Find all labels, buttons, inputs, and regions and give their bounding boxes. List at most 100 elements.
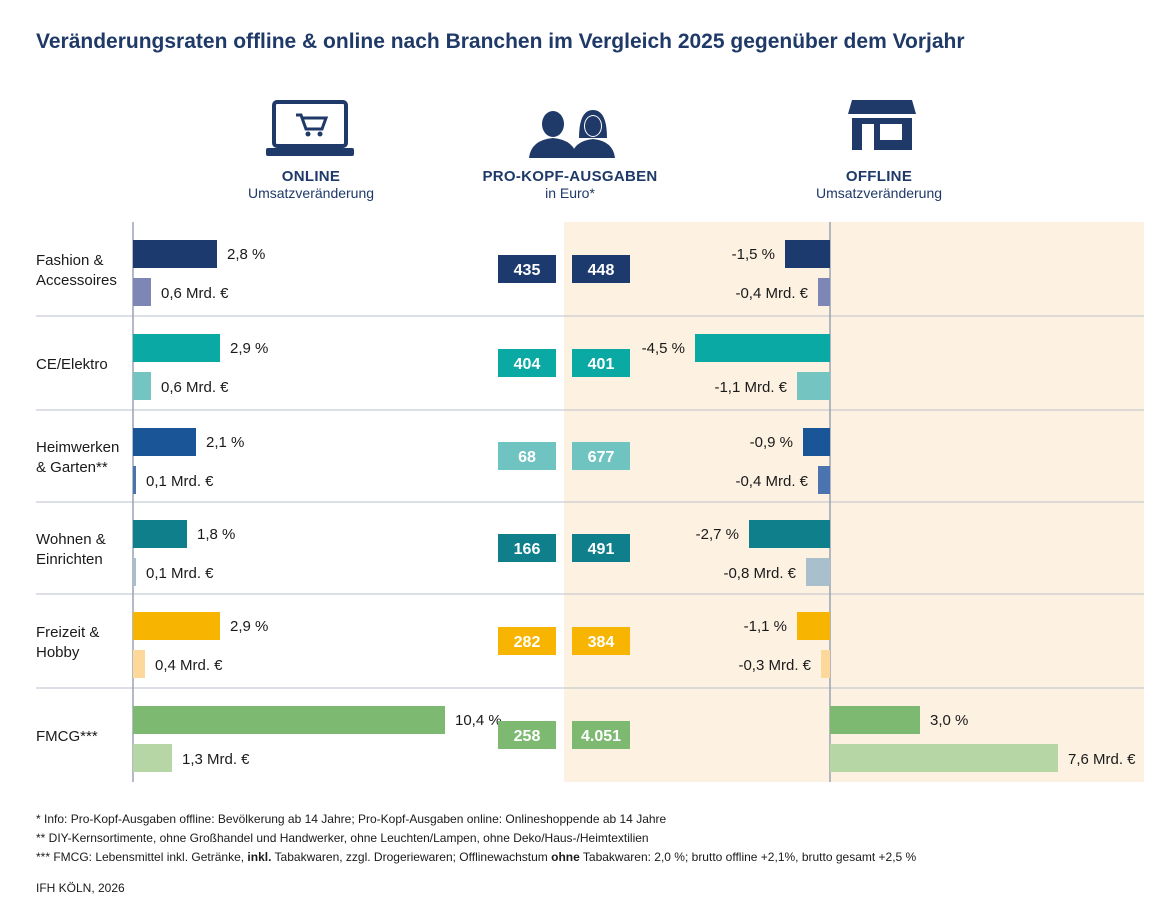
offline-abs-bar bbox=[818, 466, 830, 494]
per-capita-offline-value: 448 bbox=[588, 262, 615, 279]
offline-pct-bar bbox=[785, 240, 830, 268]
per-capita-online-box bbox=[498, 721, 556, 749]
footnote-2: ** DIY-Kernsortimente, ohne Großhandel u… bbox=[36, 831, 649, 845]
footnote-3-bold-2: ohne bbox=[551, 850, 580, 864]
offline-abs-bar bbox=[818, 278, 830, 306]
online-header-label: ONLINE bbox=[281, 168, 341, 185]
offline-pct-bar bbox=[797, 612, 830, 640]
online-pct-bar bbox=[133, 612, 220, 640]
per-capita-online-value: 282 bbox=[514, 634, 541, 651]
offline-abs-label: -0,4 Mrd. € bbox=[735, 285, 808, 302]
category-label: Freizeit & bbox=[36, 624, 99, 641]
online-abs-label: 0,1 Mrd. € bbox=[146, 565, 214, 582]
per-capita-header: PRO-KOPF-AUSGABEN in Euro* bbox=[470, 168, 670, 201]
per-capita-offline-box bbox=[572, 255, 630, 283]
online-abs-label: 0,4 Mrd. € bbox=[155, 657, 223, 674]
online-pct-label: 10,4 % bbox=[455, 712, 502, 729]
offline-abs-label: 7,6 Mrd. € bbox=[1068, 751, 1136, 768]
footnote-2-text: ** DIY-Kernsortimente, ohne Großhandel u… bbox=[36, 831, 649, 845]
per-capita-offline-box bbox=[572, 627, 630, 655]
category-label: FMCG*** bbox=[36, 728, 98, 745]
category-label: Fashion & bbox=[36, 252, 104, 269]
offline-pct-label: -1,5 % bbox=[732, 246, 775, 263]
category-label: Accessoires bbox=[36, 272, 117, 289]
people-icon bbox=[529, 110, 615, 158]
online-pct-label: 2,9 % bbox=[230, 618, 268, 635]
offline-pct-bar bbox=[695, 334, 830, 362]
footnote-3-part-1: *** FMCG: Lebensmittel inkl. Getränke, bbox=[36, 850, 248, 864]
per-capita-online-value: 68 bbox=[518, 449, 536, 466]
per-capita-online-value: 166 bbox=[514, 541, 541, 558]
offline-pct-label: -4,5 % bbox=[642, 340, 685, 357]
per-capita-offline-value: 491 bbox=[588, 541, 615, 558]
category-label: Einrichten bbox=[36, 551, 103, 568]
online-header: ONLINE Umsatzveränderung bbox=[226, 168, 396, 201]
offline-header-sub: Umsatzveränderung bbox=[815, 185, 943, 201]
footnote-3-part-2: Tabakwaren, zzgl. Drogeriewaren; Offline… bbox=[271, 850, 552, 864]
per-capita-offline-box bbox=[572, 721, 630, 749]
online-abs-bar bbox=[133, 744, 172, 772]
offline-abs-bar bbox=[806, 558, 830, 586]
per-capita-header-label: PRO-KOPF-AUSGABEN bbox=[482, 168, 658, 185]
per-capita-offline-box bbox=[572, 534, 630, 562]
offline-abs-bar bbox=[797, 372, 830, 400]
category-label: Hobby bbox=[36, 644, 80, 661]
online-abs-label: 0,6 Mrd. € bbox=[161, 379, 229, 396]
per-capita-online-box bbox=[498, 627, 556, 655]
per-capita-offline-box bbox=[572, 442, 630, 470]
online-abs-bar bbox=[133, 466, 136, 494]
online-pct-bar bbox=[133, 428, 196, 456]
online-abs-bar bbox=[133, 278, 151, 306]
footnote-3: *** FMCG: Lebensmittel inkl. Getränke, i… bbox=[36, 850, 916, 864]
online-pct-bar bbox=[133, 520, 187, 548]
offline-abs-label: -1,1 Mrd. € bbox=[714, 379, 787, 396]
offline-abs-bar bbox=[821, 650, 830, 678]
offline-pct-label: -2,7 % bbox=[696, 526, 739, 543]
chart-title: Veränderungsraten offline & online nach … bbox=[36, 30, 965, 53]
footnote-3-part-3: Tabakwaren: 2,0 %; brutto offline +2,1%,… bbox=[579, 850, 917, 864]
storefront-icon bbox=[848, 100, 916, 150]
online-abs-label: 0,6 Mrd. € bbox=[161, 285, 229, 302]
per-capita-header-sub: in Euro* bbox=[545, 185, 595, 201]
online-pct-bar bbox=[133, 706, 445, 734]
per-capita-offline-value: 384 bbox=[588, 634, 615, 651]
offline-pct-bar bbox=[830, 706, 920, 734]
per-capita-offline-value: 4.051 bbox=[581, 728, 621, 745]
per-capita-online-box bbox=[498, 255, 556, 283]
offline-pct-label: 3,0 % bbox=[930, 712, 968, 729]
category-label: Heimwerken bbox=[36, 439, 119, 456]
offline-pct-label: -1,1 % bbox=[744, 618, 787, 635]
online-abs-label: 0,1 Mrd. € bbox=[146, 473, 214, 490]
per-capita-online-value: 258 bbox=[514, 728, 541, 745]
offline-abs-bar bbox=[830, 744, 1058, 772]
online-abs-label: 1,3 Mrd. € bbox=[182, 751, 250, 768]
offline-abs-label: -0,8 Mrd. € bbox=[723, 565, 796, 582]
footnote-1-text: * Info: Pro-Kopf-Ausgaben offline: Bevöl… bbox=[36, 812, 667, 826]
online-pct-label: 2,1 % bbox=[206, 434, 244, 451]
offline-abs-label: -0,4 Mrd. € bbox=[735, 473, 808, 490]
online-pct-label: 1,8 % bbox=[197, 526, 235, 543]
per-capita-online-box bbox=[498, 349, 556, 377]
online-pct-label: 2,9 % bbox=[230, 340, 268, 357]
offline-header: OFFLINE Umsatzveränderung bbox=[794, 168, 964, 201]
online-abs-bar bbox=[133, 558, 136, 586]
online-header-sub: Umsatzveränderung bbox=[247, 185, 375, 201]
offline-pct-label: -0,9 % bbox=[750, 434, 793, 451]
per-capita-online-box bbox=[498, 442, 556, 470]
online-abs-bar bbox=[133, 372, 151, 400]
online-abs-bar bbox=[133, 650, 145, 678]
source-credit: IFH KÖLN, 2026 bbox=[36, 881, 125, 895]
laptop-cart-icon bbox=[266, 100, 354, 156]
per-capita-offline-value: 401 bbox=[588, 356, 615, 373]
online-pct-bar bbox=[133, 334, 220, 362]
offline-abs-label: -0,3 Mrd. € bbox=[738, 657, 811, 674]
category-label: & Garten** bbox=[36, 459, 108, 476]
online-pct-label: 2,8 % bbox=[227, 246, 265, 263]
per-capita-offline-value: 677 bbox=[588, 449, 615, 466]
per-capita-online-box bbox=[498, 534, 556, 562]
per-capita-online-value: 435 bbox=[514, 262, 541, 279]
category-label: CE/Elektro bbox=[36, 356, 108, 373]
footnote-1: * Info: Pro-Kopf-Ausgaben offline: Bevöl… bbox=[36, 812, 666, 826]
per-capita-offline-box bbox=[572, 349, 630, 377]
